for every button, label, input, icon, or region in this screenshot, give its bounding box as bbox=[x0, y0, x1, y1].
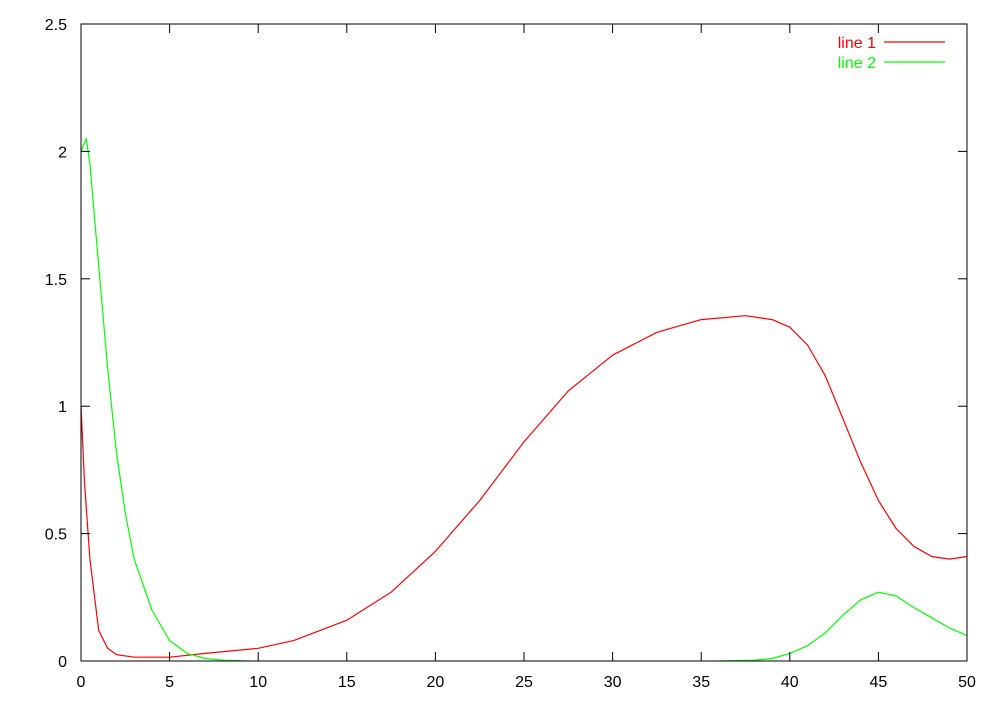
x-tick-label: 45 bbox=[870, 674, 888, 691]
series-line-2 bbox=[80, 138, 968, 662]
legend-label-1: line 1 bbox=[838, 35, 876, 52]
legend: line 1 line 2 bbox=[838, 35, 945, 72]
y-tick-label: 0.5 bbox=[45, 527, 67, 544]
x-tick-label: 25 bbox=[515, 674, 533, 691]
x-tick-label: 10 bbox=[249, 674, 267, 691]
x-tick-label: 15 bbox=[338, 674, 356, 691]
x-tick-label: 0 bbox=[77, 674, 86, 691]
x-tick-label: 20 bbox=[427, 674, 445, 691]
series-line-1 bbox=[80, 315, 968, 658]
y-tick-label: 2.5 bbox=[45, 17, 67, 34]
y-tick-label: 2 bbox=[58, 144, 67, 161]
x-tick-label: 5 bbox=[165, 674, 174, 691]
x-tick-label: 35 bbox=[692, 674, 710, 691]
x-tick-label: 50 bbox=[958, 674, 976, 691]
x-tick-label: 40 bbox=[781, 674, 799, 691]
y-tick-label: 1 bbox=[58, 399, 67, 416]
y-tick-label: 1.5 bbox=[45, 272, 67, 289]
legend-label-2: line 2 bbox=[838, 55, 876, 72]
y-tick-label: 0 bbox=[58, 654, 67, 671]
plot-frame bbox=[80, 23, 968, 662]
series-layer bbox=[80, 138, 968, 662]
ticks-layer: 0 5 10 15 20 25 30 35 40 45 50 0 0.5 1 1.5 2 2.5 bbox=[45, 17, 976, 691]
x-tick-label: 30 bbox=[604, 674, 622, 691]
